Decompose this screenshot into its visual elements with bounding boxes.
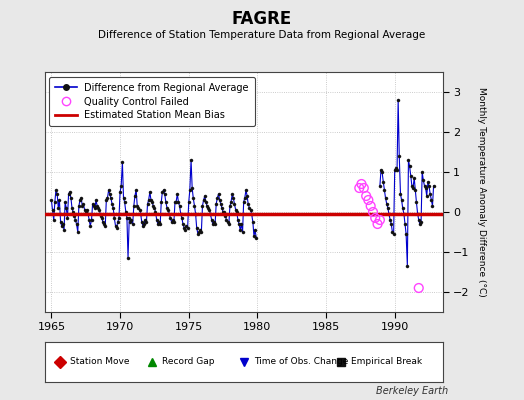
Text: Empirical Break: Empirical Break [351, 358, 422, 366]
Point [374, 221, 382, 227]
Point [359, 185, 368, 191]
Point [362, 193, 370, 199]
Text: Time of Obs. Change: Time of Obs. Change [254, 358, 348, 366]
Point [357, 181, 366, 187]
Text: Berkeley Earth: Berkeley Earth [376, 386, 448, 396]
Point [355, 185, 364, 191]
Point [366, 203, 375, 209]
Point [364, 197, 373, 203]
Text: FAGRE: FAGRE [232, 10, 292, 28]
Point [414, 285, 423, 291]
Point [369, 209, 377, 215]
Text: Station Move: Station Move [70, 358, 130, 366]
Point [376, 217, 384, 223]
Text: Record Gap: Record Gap [162, 358, 214, 366]
Y-axis label: Monthly Temperature Anomaly Difference (°C): Monthly Temperature Anomaly Difference (… [477, 87, 486, 297]
Point [371, 215, 379, 221]
Legend: Difference from Regional Average, Quality Control Failed, Estimated Station Mean: Difference from Regional Average, Qualit… [49, 77, 255, 126]
Text: Difference of Station Temperature Data from Regional Average: Difference of Station Temperature Data f… [99, 30, 425, 40]
